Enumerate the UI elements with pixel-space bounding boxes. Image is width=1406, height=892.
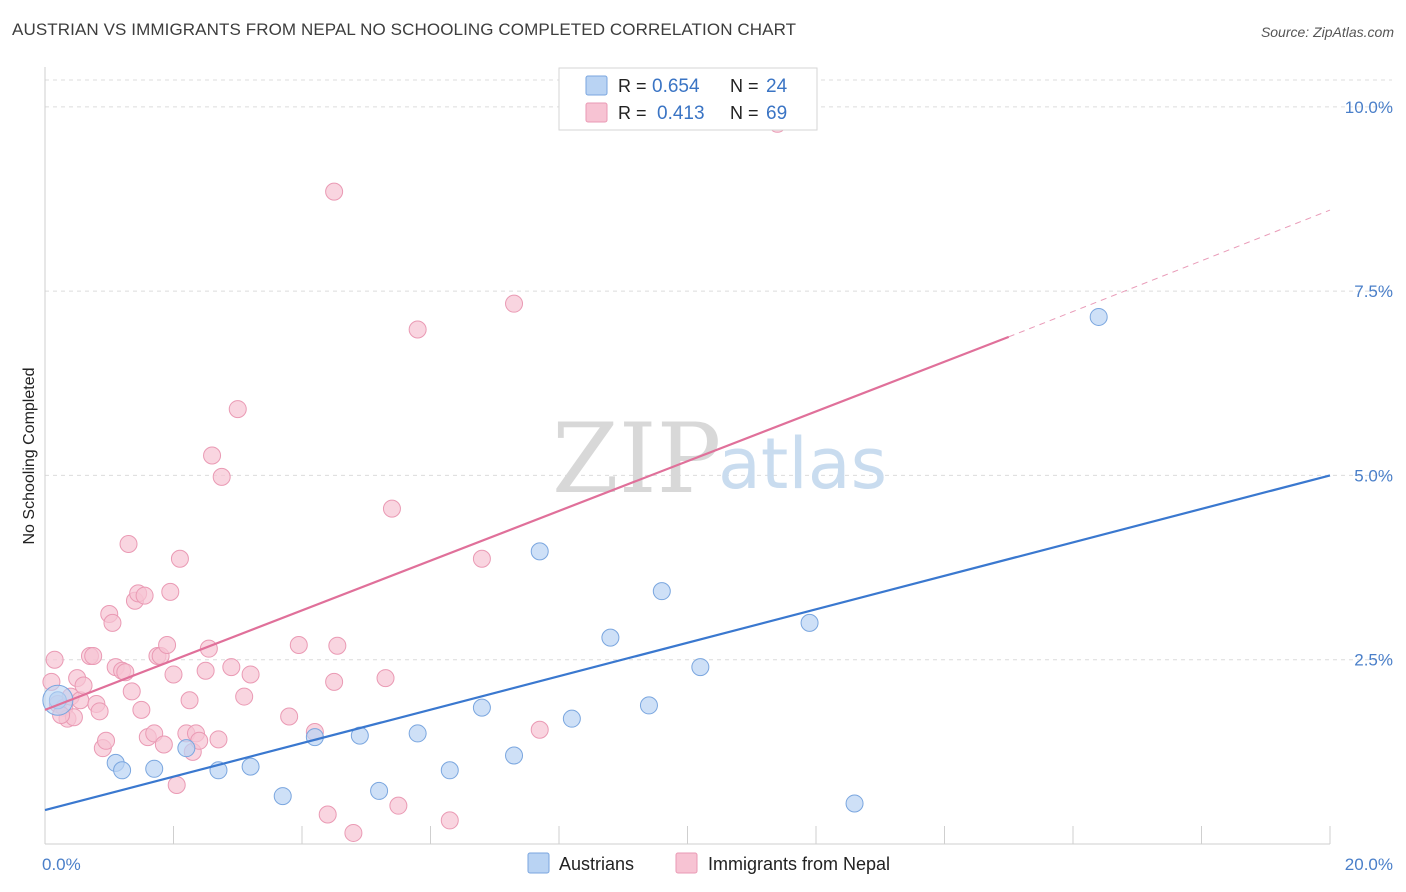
legend-r-value-1: 0.654 — [652, 76, 700, 97]
nepal-point — [135, 586, 154, 605]
nepal-point — [196, 661, 215, 680]
legend-n-value-1: 24 — [766, 76, 788, 97]
austrians-point — [505, 746, 524, 765]
nepal-trend-extension — [1008, 209, 1331, 338]
axis-layer: 2.5% 5.0% 7.5% 10.0% 0.0% 20.0% — [42, 67, 1393, 874]
nepal-trend-line — [44, 335, 1010, 711]
y-tick-label: 7.5% — [1354, 282, 1393, 301]
nepal-point — [280, 707, 299, 726]
chart-title: AUSTRIAN VS IMMIGRANTS FROM NEPAL NO SCH… — [12, 20, 797, 39]
watermark-atlas-text: atlas — [718, 423, 887, 505]
nepal-point — [84, 647, 103, 666]
nepal-point — [158, 635, 177, 654]
nepal-point — [235, 687, 254, 706]
correlation-legend: R = 0.654 N = 24 R = 0.413 N = 69 — [558, 67, 818, 131]
nepal-point — [122, 682, 141, 701]
austrians-point — [639, 696, 658, 715]
nepal-point — [164, 665, 183, 684]
nepal-point — [408, 320, 427, 339]
nepal-point — [389, 796, 408, 815]
x-tick-label: 20.0% — [1345, 855, 1393, 874]
nepal-point — [530, 720, 549, 739]
nepal-point — [154, 735, 173, 754]
series-legend: Austrians Immigrants from Nepal — [527, 852, 890, 874]
nepal-point — [170, 549, 189, 568]
nepal-point — [344, 823, 363, 842]
y-axis-title: No Schooling Completed — [21, 368, 38, 545]
austrians-point — [305, 728, 324, 747]
nepal-point — [180, 691, 199, 710]
nepal-point — [382, 499, 401, 518]
austrians-point — [800, 613, 819, 632]
austrians-point — [145, 759, 164, 778]
nepal-point — [222, 658, 241, 677]
austrians-point — [408, 724, 427, 743]
legend-swatch-blue — [585, 75, 608, 96]
austrians-point — [845, 794, 864, 813]
nepal-point — [318, 805, 337, 824]
austrians-point — [113, 761, 132, 780]
trend-lines — [44, 209, 1331, 812]
austrians-point — [530, 542, 549, 561]
nepal-point — [241, 665, 260, 684]
legend-item-austrians-label: Austrians — [559, 854, 634, 874]
nepal-point — [325, 182, 344, 201]
austrians-point — [1089, 307, 1108, 326]
legend-n-label-1: N = — [730, 76, 759, 96]
nepal-point — [45, 650, 64, 669]
nepal-point — [289, 635, 308, 654]
source-credit: Source: ZipAtlas.com — [1260, 24, 1394, 40]
legend-item-nepal-label: Immigrants from Nepal — [708, 854, 890, 874]
austrians-point — [273, 787, 292, 806]
nepal-point — [325, 672, 344, 691]
nepal-point — [376, 669, 395, 688]
legend-n-label-2: N = — [730, 103, 759, 123]
nepal-point — [209, 730, 228, 749]
y-tick-label: 2.5% — [1354, 651, 1393, 670]
x-tick-label: 0.0% — [42, 855, 81, 874]
nepal-point — [119, 534, 138, 553]
austrians-point — [370, 781, 389, 800]
austrians-point — [691, 658, 710, 677]
legend-item-nepal-swatch — [675, 852, 698, 874]
austrians-point — [241, 757, 260, 776]
nepal-point — [472, 549, 491, 568]
watermark: ZIP atlas — [552, 403, 887, 515]
nepal-point — [132, 700, 151, 719]
legend-r-label-1: R = — [618, 76, 647, 96]
nepal-point — [161, 582, 180, 601]
grid-layer — [45, 79, 1392, 661]
legend-item-austrians-swatch — [527, 852, 550, 874]
austrians-point — [177, 739, 196, 758]
nepal-point — [212, 467, 231, 486]
legend-r-label-2: R = — [618, 103, 647, 123]
austrians-point — [601, 628, 620, 647]
austrians-point — [652, 582, 671, 601]
austrians-point — [440, 761, 459, 780]
austrians-point — [472, 698, 491, 717]
legend-swatch-pink — [585, 102, 608, 123]
nepal-point — [203, 446, 222, 465]
nepal-point — [440, 811, 459, 830]
series-nepal-points — [42, 114, 787, 842]
y-tick-label: 10.0% — [1345, 98, 1393, 117]
austrians-point — [562, 709, 581, 728]
nepal-point — [90, 702, 109, 721]
legend-r-value-2: 0.413 — [657, 103, 705, 124]
series-austrians-points — [42, 307, 1108, 813]
nepal-point — [97, 731, 116, 750]
nepal-point — [103, 613, 122, 632]
nepal-point — [505, 294, 524, 313]
legend-n-value-2: 69 — [766, 103, 787, 124]
y-tick-label: 5.0% — [1354, 466, 1393, 485]
nepal-point — [228, 400, 247, 419]
nepal-point — [167, 776, 186, 795]
austrians-trend-line — [44, 474, 1331, 812]
nepal-point — [328, 636, 347, 655]
